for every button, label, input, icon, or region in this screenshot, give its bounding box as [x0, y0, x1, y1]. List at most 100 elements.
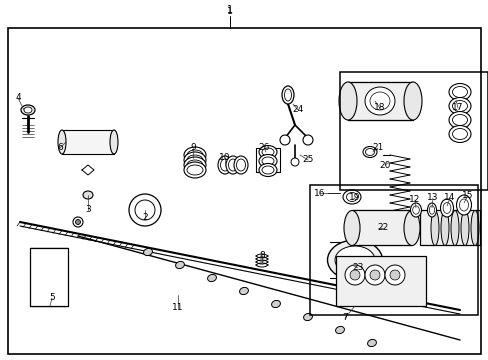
Ellipse shape — [448, 126, 470, 143]
Ellipse shape — [364, 87, 394, 115]
Text: 12: 12 — [408, 195, 420, 204]
Circle shape — [369, 270, 379, 280]
Bar — [351, 210, 411, 245]
Ellipse shape — [186, 160, 203, 170]
Text: 7: 7 — [342, 314, 347, 323]
Bar — [30, 248, 68, 306]
Text: 1: 1 — [226, 5, 233, 15]
Ellipse shape — [186, 155, 203, 165]
Text: 8: 8 — [259, 251, 264, 260]
Ellipse shape — [236, 159, 245, 171]
Ellipse shape — [440, 199, 452, 217]
Ellipse shape — [342, 190, 360, 204]
Text: 17: 17 — [451, 104, 463, 112]
Ellipse shape — [451, 100, 467, 112]
Circle shape — [75, 220, 81, 225]
Circle shape — [345, 265, 364, 285]
Ellipse shape — [183, 157, 205, 173]
Text: 26: 26 — [258, 144, 269, 153]
Ellipse shape — [451, 114, 467, 126]
Ellipse shape — [335, 327, 344, 334]
Ellipse shape — [470, 211, 478, 246]
Ellipse shape — [343, 211, 359, 246]
Ellipse shape — [21, 105, 35, 115]
Text: 21: 21 — [371, 144, 383, 153]
Text: 25: 25 — [302, 156, 313, 165]
Circle shape — [389, 270, 399, 280]
Ellipse shape — [183, 162, 205, 178]
Bar — [335, 256, 425, 306]
Text: 23: 23 — [351, 264, 363, 273]
Text: 20: 20 — [379, 161, 390, 170]
Ellipse shape — [456, 195, 470, 215]
Ellipse shape — [440, 211, 448, 246]
Ellipse shape — [228, 159, 237, 171]
Circle shape — [303, 135, 312, 145]
Text: 10: 10 — [219, 153, 230, 162]
Circle shape — [73, 217, 83, 227]
Ellipse shape — [403, 82, 421, 120]
Ellipse shape — [262, 148, 273, 156]
Ellipse shape — [362, 147, 376, 158]
Ellipse shape — [459, 199, 468, 211]
Text: 1: 1 — [226, 8, 232, 17]
Text: 16: 16 — [314, 189, 325, 198]
Ellipse shape — [303, 314, 312, 321]
Ellipse shape — [143, 248, 152, 256]
Ellipse shape — [346, 193, 357, 202]
Ellipse shape — [334, 246, 374, 274]
Circle shape — [384, 265, 404, 285]
Ellipse shape — [327, 240, 382, 280]
Text: 9: 9 — [190, 144, 196, 153]
Bar — [339, 72, 487, 190]
Text: 24: 24 — [292, 105, 303, 114]
Ellipse shape — [451, 129, 467, 139]
Ellipse shape — [175, 261, 184, 269]
Ellipse shape — [442, 203, 450, 213]
Ellipse shape — [409, 203, 421, 217]
Text: 6: 6 — [57, 144, 63, 153]
Ellipse shape — [367, 339, 376, 347]
Circle shape — [129, 194, 161, 226]
Circle shape — [135, 200, 155, 220]
Text: 3: 3 — [85, 206, 91, 215]
Circle shape — [364, 265, 384, 285]
Ellipse shape — [225, 156, 240, 174]
Ellipse shape — [186, 150, 203, 160]
Text: 5: 5 — [49, 293, 55, 302]
Ellipse shape — [448, 84, 470, 100]
Ellipse shape — [271, 300, 280, 307]
Ellipse shape — [451, 86, 467, 98]
Circle shape — [280, 135, 289, 145]
Ellipse shape — [460, 211, 468, 246]
Ellipse shape — [262, 157, 273, 165]
Text: 18: 18 — [373, 104, 385, 112]
Ellipse shape — [24, 107, 32, 113]
Ellipse shape — [427, 203, 436, 217]
Text: 4: 4 — [15, 94, 21, 103]
Ellipse shape — [450, 211, 458, 246]
Ellipse shape — [83, 191, 93, 199]
Ellipse shape — [403, 211, 419, 246]
Ellipse shape — [365, 148, 374, 156]
Ellipse shape — [369, 92, 389, 110]
Ellipse shape — [239, 287, 248, 294]
Ellipse shape — [262, 166, 273, 174]
Ellipse shape — [259, 145, 276, 158]
Ellipse shape — [110, 130, 118, 154]
Text: 11: 11 — [172, 303, 183, 312]
Ellipse shape — [282, 86, 293, 104]
Text: 14: 14 — [444, 194, 455, 202]
Text: 2: 2 — [142, 213, 147, 222]
Ellipse shape — [186, 165, 203, 175]
Ellipse shape — [183, 152, 205, 168]
Ellipse shape — [218, 156, 231, 174]
Circle shape — [349, 270, 359, 280]
Ellipse shape — [430, 211, 438, 246]
Polygon shape — [82, 165, 94, 175]
Ellipse shape — [259, 154, 276, 167]
Ellipse shape — [428, 206, 434, 214]
Ellipse shape — [284, 89, 291, 101]
Ellipse shape — [412, 206, 418, 214]
Ellipse shape — [448, 98, 470, 114]
